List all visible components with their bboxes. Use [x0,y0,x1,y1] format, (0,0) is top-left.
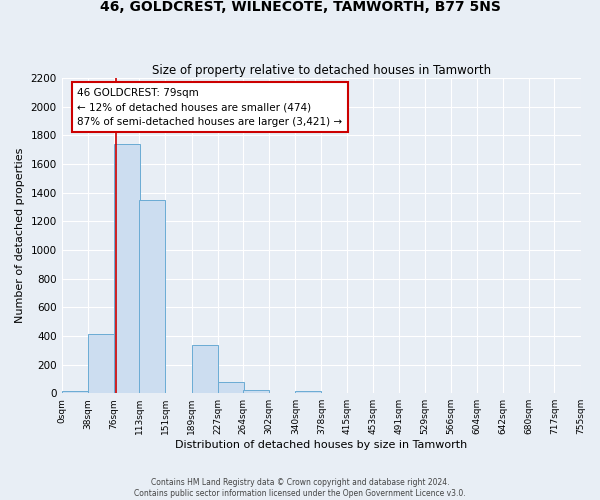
Bar [62,391,88,393]
Bar [218,382,244,393]
Bar [114,144,140,393]
X-axis label: Distribution of detached houses by size in Tamworth: Distribution of detached houses by size … [175,440,467,450]
Text: 46, GOLDCREST, WILNECOTE, TAMWORTH, B77 5NS: 46, GOLDCREST, WILNECOTE, TAMWORTH, B77 … [100,0,500,14]
Bar [243,390,269,393]
Text: 46 GOLDCREST: 79sqm
← 12% of detached houses are smaller (474)
87% of semi-detac: 46 GOLDCREST: 79sqm ← 12% of detached ho… [77,88,343,127]
Y-axis label: Number of detached properties: Number of detached properties [15,148,25,324]
Bar [295,391,322,393]
Bar [191,344,218,393]
Text: Contains HM Land Registry data © Crown copyright and database right 2024.
Contai: Contains HM Land Registry data © Crown c… [134,478,466,498]
Bar [88,334,114,393]
Title: Size of property relative to detached houses in Tamworth: Size of property relative to detached ho… [152,64,491,77]
Bar [139,200,166,393]
